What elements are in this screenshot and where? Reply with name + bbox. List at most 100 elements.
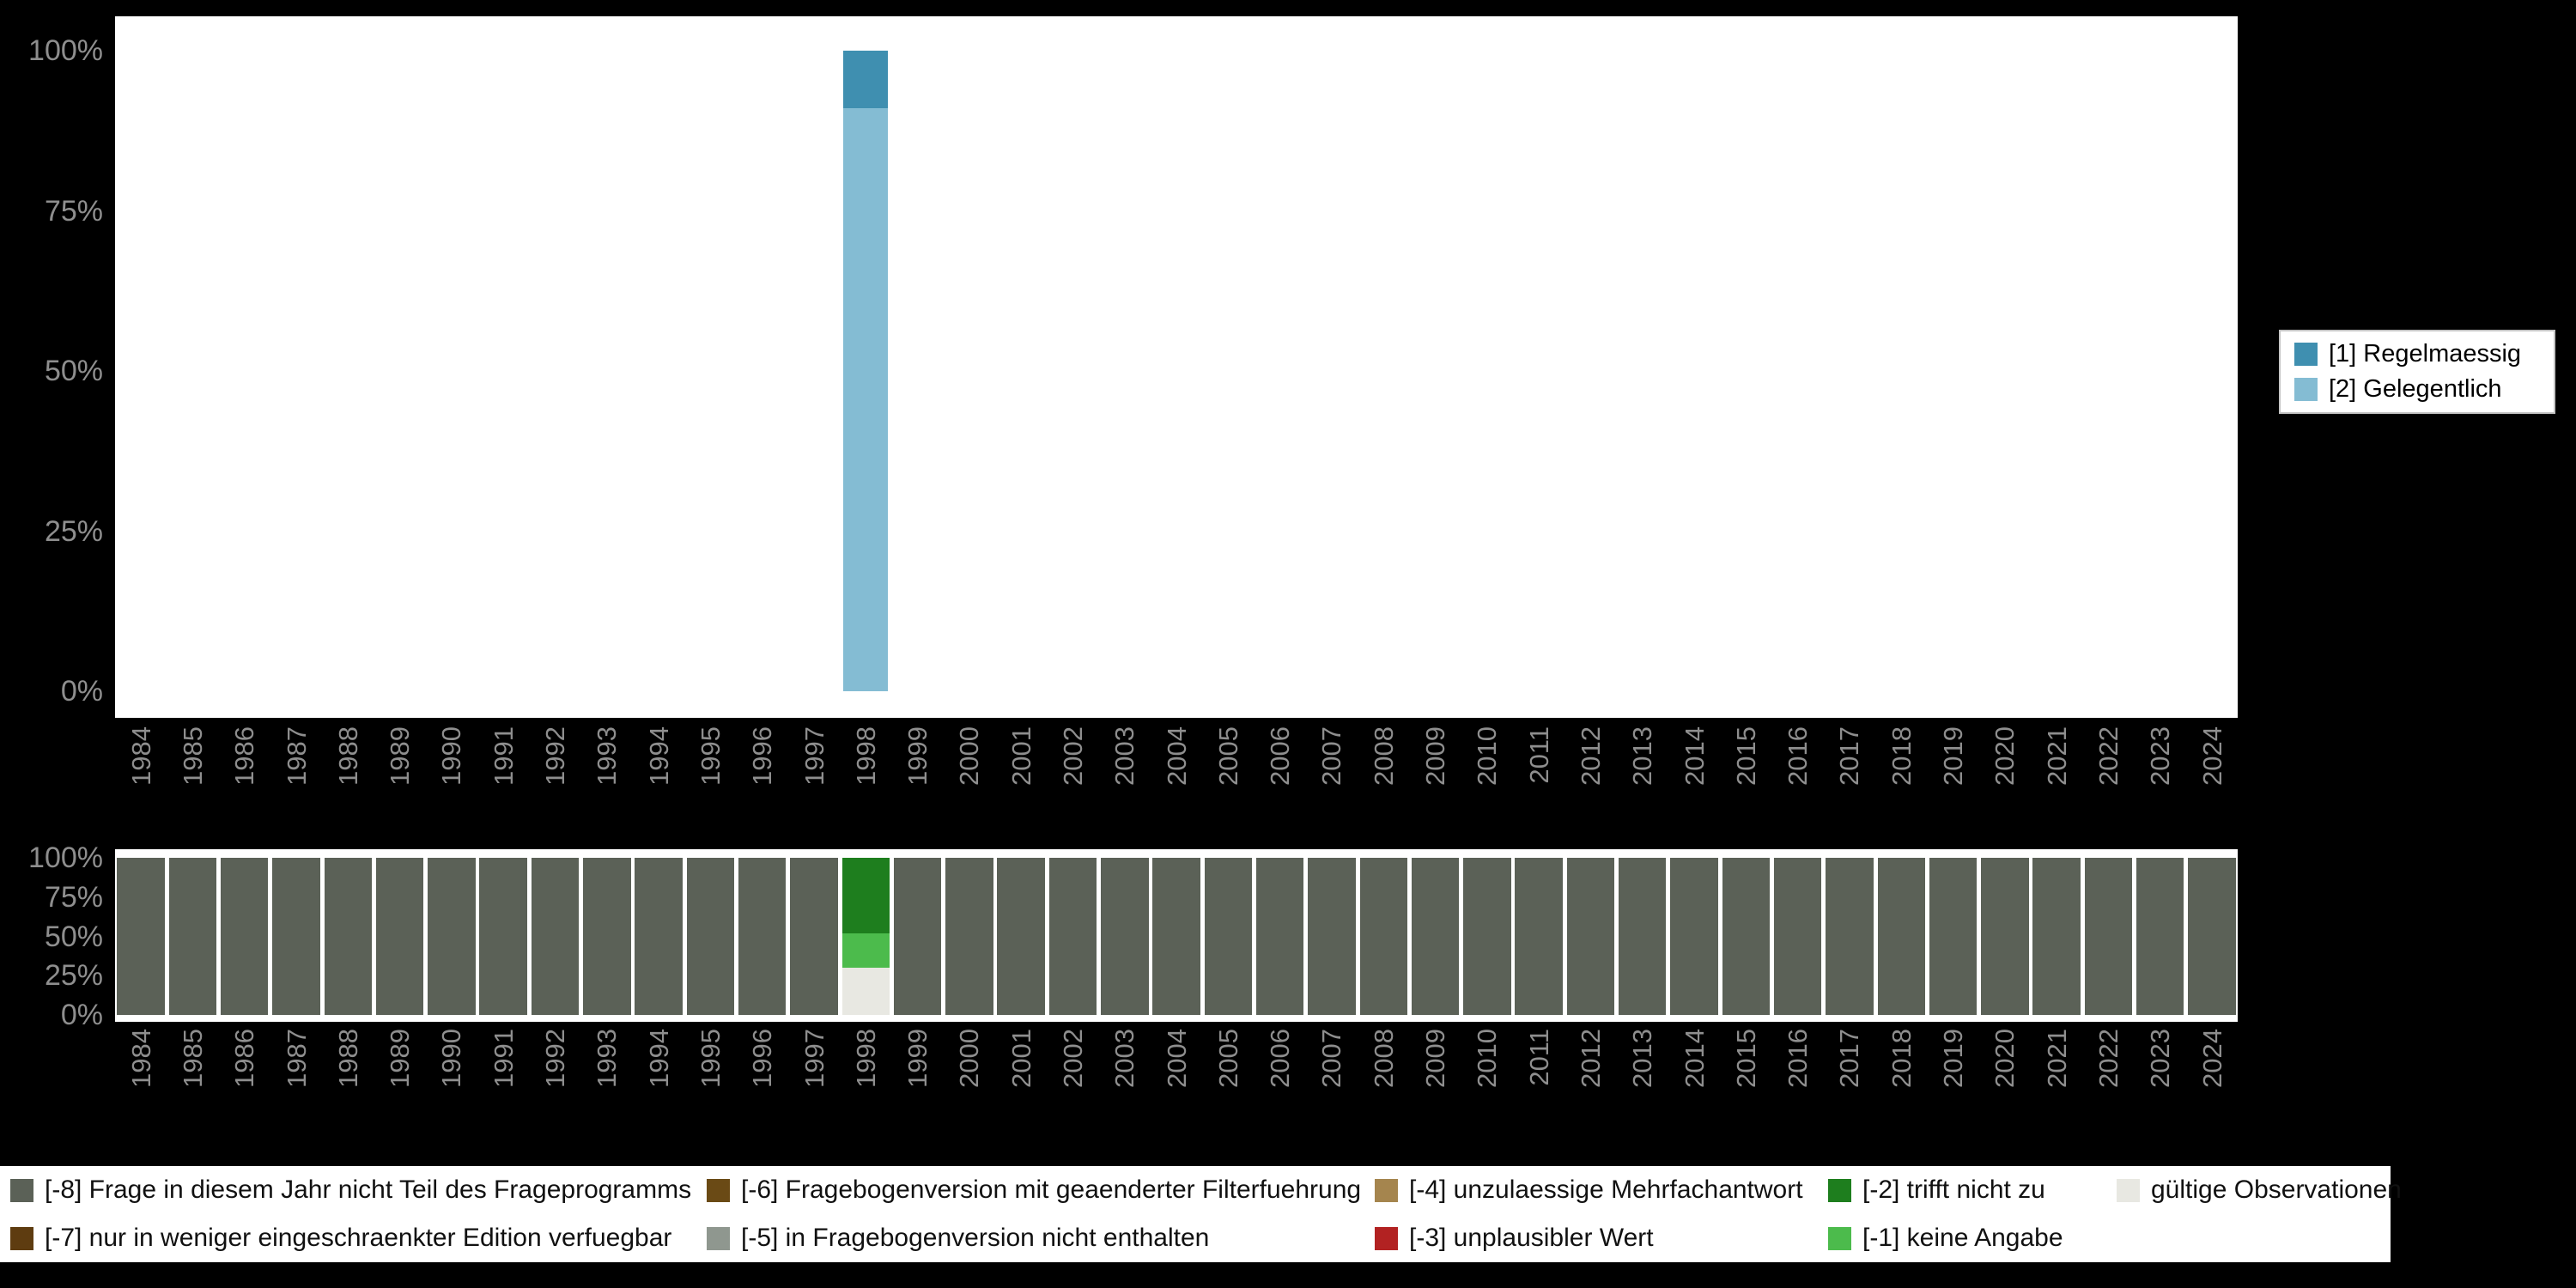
stacked-bar-1990 [429,51,474,691]
bar-column-2017 [1824,51,1875,691]
stacked-bar-1984 [118,51,163,691]
bar-segment [375,858,424,1015]
bar-segment [1670,858,1718,1015]
bar-column-2016 [1772,51,1824,691]
bar-column-1997 [788,51,840,691]
stacked-bar-2009 [1413,51,1458,691]
stacked-bar-2024 [2188,858,2236,1015]
stacked-bar-2001 [997,858,1045,1015]
x-axis-label-1984: 1984 [125,726,156,786]
bar-segment [1152,858,1200,1015]
bar-segment [841,933,890,969]
stacked-bar-1984 [117,858,165,1015]
bar-column-1990 [426,858,477,1015]
stacked-bar-2006 [1255,858,1304,1015]
bar-segment [2032,858,2081,1015]
x-axis-label-2006: 2006 [1265,1029,1296,1088]
x-axis-label-2004: 2004 [1161,1029,1192,1088]
bar-segment [1929,858,1978,1015]
x-axis-label-1994: 1994 [643,726,674,786]
bar-segment [1515,858,1563,1015]
bar-segment [841,858,890,933]
stacked-bar-1987 [274,51,319,691]
bar-column-1999 [891,51,943,691]
bar-column-2022 [2082,51,2134,691]
legend-label: [-2] trifft nicht zu [1862,1176,2045,1204]
bar-column-1998 [840,858,891,1015]
x-axis-label-2009: 2009 [1420,1029,1451,1088]
bar-column-2009 [1409,858,1461,1015]
x-axis-label-2002: 2002 [1057,726,1088,786]
x-axis-label-2021: 2021 [2041,1029,2072,1088]
legend-item: [-2] trifft nicht zu [1818,1176,2106,1205]
x-axis-label-2009: 2009 [1420,726,1451,786]
x-axis-label-1993: 1993 [592,1029,623,1088]
x-axis-label-1991: 1991 [488,726,519,786]
stacked-bar-2018 [1877,858,1925,1015]
stacked-bar-1993 [583,858,631,1015]
x-axis-label-2014: 2014 [1679,1029,1710,1088]
x-axis-label-2006: 2006 [1265,726,1296,786]
x-axis-label-1995: 1995 [695,726,726,786]
stacked-bar-1993 [585,51,629,691]
bar-column-1988 [322,51,374,691]
x-axis-label-2012: 2012 [1575,726,1606,786]
stacked-bar-2024 [2190,51,2234,691]
bar-column-2007 [1306,51,1358,691]
x-axis-label-2005: 2005 [1212,1029,1243,1088]
bar-segment [1981,858,2029,1015]
x-axis-label-1990: 1990 [436,726,467,786]
bar-segment [2136,858,2184,1015]
stacked-bar-2020 [1981,858,2029,1015]
bar-column-2021 [2031,51,2082,691]
bar-column-1991 [477,51,529,691]
x-axis-label-2021: 2021 [2041,726,2072,786]
stacked-bar-1991 [481,51,526,691]
legend-swatch [707,1226,730,1250]
stacked-bar-2018 [1879,51,1923,691]
bar-column-2024 [2186,51,2238,691]
legend-item: [1] Regelmaessig [2294,340,2554,368]
x-axis-label-2020: 2020 [1990,726,2020,786]
bar-column-1994 [633,51,684,691]
bar-column-1984 [115,858,167,1015]
x-axis-label-2005: 2005 [1212,726,1243,786]
x-axis-label-1989: 1989 [385,726,416,786]
stacked-bar-2005 [1204,858,1253,1015]
bar-column-1989 [374,858,425,1015]
stacked-bar-2023 [2138,51,2183,691]
stacked-bar-2013 [1620,51,1665,691]
bar-column-2001 [995,858,1047,1015]
stacked-bar-1988 [324,858,373,1015]
legend-item: [-3] unplausibler Wert [1364,1224,1818,1253]
bar-column-2021 [2031,858,2082,1015]
x-axis-label-1996: 1996 [747,1029,778,1088]
legend-label: gültige Observationen [2151,1176,2402,1204]
x-axis-label-2003: 2003 [1109,1029,1140,1088]
bar-segment [168,858,217,1015]
bar-column-2003 [1099,51,1151,691]
x-axis-label-2023: 2023 [2145,1029,2176,1088]
x-axis-label-2003: 2003 [1109,726,1140,786]
stacked-bar-1988 [325,51,370,691]
stacked-bar-1996 [738,858,787,1015]
x-axis-label-2019: 2019 [1938,1029,1969,1088]
stacked-bar-1997 [790,858,838,1015]
legend-label: [2] Gelegentlich [2329,375,2502,403]
stacked-bar-1985 [168,858,217,1015]
bar-segment [945,858,993,1015]
stacked-bar-2000 [945,858,993,1015]
x-axis-label-1986: 1986 [229,1029,260,1088]
bar-column-1996 [737,51,788,691]
bar-segment [2084,858,2133,1015]
x-axis-label-1995: 1995 [695,1029,726,1088]
bar-segment [1826,858,1874,1015]
bar-column-1994 [633,858,684,1015]
stacked-bar-2005 [1206,51,1250,691]
stacked-bar-1994 [635,858,683,1015]
bar-column-1992 [529,51,580,691]
x-axis-label-1988: 1988 [332,726,363,786]
bar-column-2016 [1772,858,1824,1015]
x-axis-label-1985: 1985 [177,726,208,786]
bar-segment [1619,858,1667,1015]
